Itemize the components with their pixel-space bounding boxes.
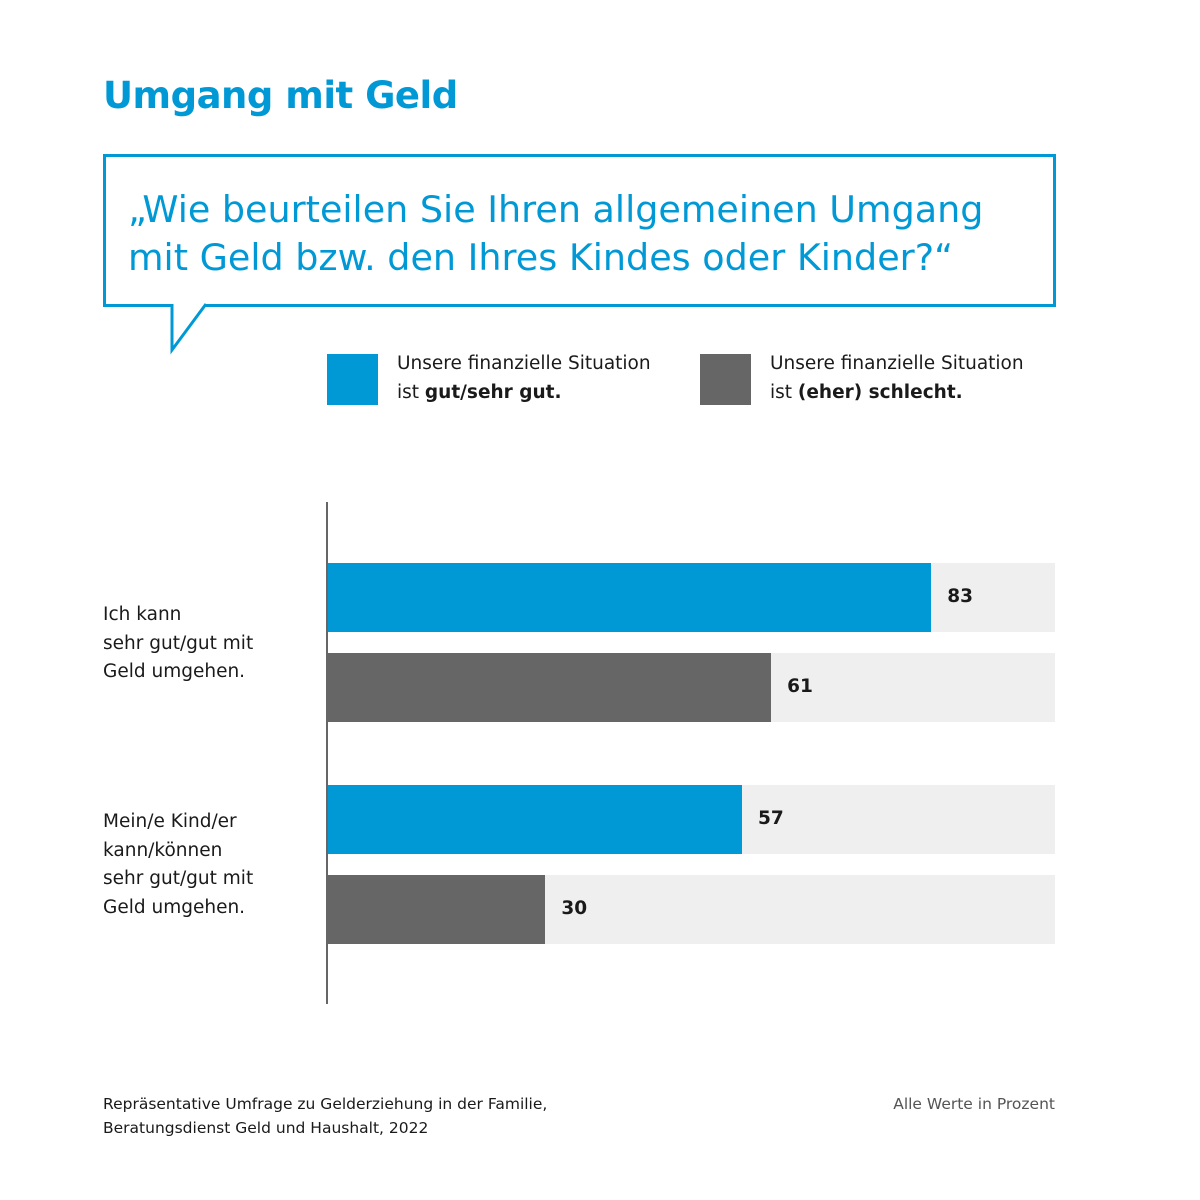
legend-line: Unsere finanzielle Situation [770, 353, 1024, 374]
data-label: 30 [561, 898, 588, 919]
bar-good-0 [327, 563, 932, 632]
data-label: 57 [757, 808, 784, 829]
source-line: Repräsentative Umfrage zu Gelderziehung … [103, 1095, 548, 1113]
legend-swatch-good [327, 354, 378, 405]
legend-bold: gut/sehr gut. [424, 382, 562, 403]
bar-bad-0 [327, 653, 772, 722]
source-line: Beratungsdienst Geld und Haushalt, 2022 [103, 1119, 429, 1137]
legend-label-bad: Unsere finanzielle Situation ist (eher) … [770, 349, 1024, 407]
data-label: 61 [787, 676, 813, 697]
bar-bad-1 [327, 875, 546, 944]
chart-title: Umgang mit Geld [103, 74, 458, 117]
category-line: sehr gut/gut mit [103, 868, 254, 889]
speech-bubble-tail [170, 303, 208, 355]
source-note: Repräsentative Umfrage zu Gelderziehung … [103, 1092, 547, 1140]
legend-swatch-bad [700, 354, 751, 405]
category-label-self: Ich kann sehr gut/gut mit Geld umgehen. [103, 601, 253, 687]
category-label-child: Mein/e Kind/er kann/können sehr gut/gut … [103, 808, 253, 922]
legend-bold: (eher) schlecht. [797, 382, 963, 403]
category-line: Geld umgehen. [103, 896, 246, 918]
data-label: 83 [947, 586, 973, 607]
category-line: kann/können [103, 839, 223, 861]
category-line: Ich kann [103, 604, 182, 625]
category-line: Geld umgehen. [103, 661, 246, 682]
category-line: Mein/e Kind/er [103, 811, 237, 832]
y-axis-line [326, 502, 328, 1004]
bar-good-1 [327, 785, 742, 854]
speech-bubble [103, 154, 1056, 307]
category-line: sehr gut/gut mit [103, 632, 254, 654]
legend-line: ist [397, 382, 425, 403]
unit-note: Alle Werte in Prozent [893, 1095, 1055, 1113]
legend-line: Unsere finanzielle Situation [397, 353, 651, 374]
legend-label-good: Unsere finanzielle Situation ist gut/seh… [397, 349, 651, 407]
legend-line: ist [770, 382, 798, 403]
survey-question: „Wie beurteilen Sie Ihren allgemeinen Um… [128, 188, 984, 279]
